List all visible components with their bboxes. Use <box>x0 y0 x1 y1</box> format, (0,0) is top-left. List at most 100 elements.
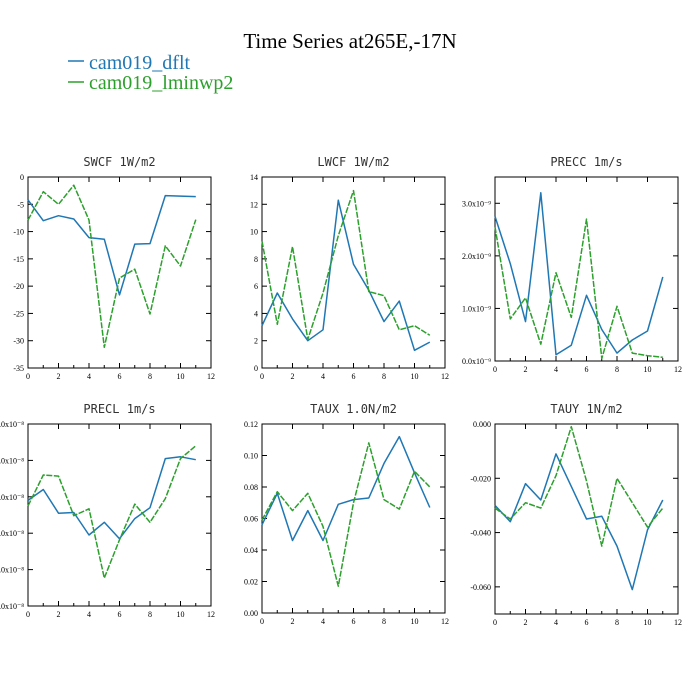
y-tick-label-lwcf: 0 <box>254 364 258 373</box>
x-tick-label-taux: 12 <box>441 617 449 626</box>
y-tick-label-swcf: -30 <box>13 337 24 346</box>
y-tick-label-precc: 3.0x10⁻⁹ <box>462 199 491 208</box>
y-tick-label-lwcf: 2 <box>254 337 258 346</box>
x-tick-label-tauy: 2 <box>524 618 528 627</box>
x-tick-label-precl: 4 <box>87 610 91 619</box>
y-tick-label-taux: 0.04 <box>244 546 258 555</box>
series-line-taux-dflt <box>261 435 431 542</box>
x-tick-label-taux: 10 <box>411 617 419 626</box>
y-tick-label-precl: 3.0x10⁻⁸ <box>0 493 24 502</box>
x-tick-label-tauy: 4 <box>554 618 558 627</box>
panel-title-lwcf: LWCF 1W/m2 <box>317 155 389 169</box>
x-tick-label-precc: 4 <box>554 365 558 374</box>
legend: cam019_dflt cam019_lminwp2 <box>68 52 233 94</box>
x-tick-label-precl: 6 <box>118 610 122 619</box>
x-tick-label-tauy: 12 <box>674 618 682 627</box>
series-line-precc-lminwp2 <box>494 218 663 360</box>
x-tick-label-tauy: 0 <box>493 618 497 627</box>
x-tick-label-precc: 6 <box>585 365 589 374</box>
x-tick-label-precc: 0 <box>493 365 497 374</box>
y-tick-label-swcf: -10 <box>13 228 24 237</box>
legend-label-lminwp2: cam019_lminwp2 <box>89 72 233 94</box>
x-tick-label-swcf: 0 <box>26 372 30 381</box>
x-tick-label-lwcf: 12 <box>441 372 449 381</box>
y-tick-label-lwcf: 4 <box>254 309 258 318</box>
y-tick-label-precl: 1.0x10⁻⁸ <box>0 566 24 575</box>
y-tick-label-swcf: -5 <box>17 200 24 209</box>
series-line-precl-dflt <box>27 456 196 540</box>
x-tick-label-precl: 10 <box>177 610 185 619</box>
y-tick-label-precl: 5.0x10⁻⁸ <box>0 420 24 429</box>
axis-frame-taux <box>261 423 446 614</box>
x-tick-label-taux: 6 <box>352 617 356 626</box>
axis-frame-precl <box>27 423 212 607</box>
panel-swcf: SWCF 1W/m2 0 2 4 6 8 10 12 0 -5 -10 -15 -20 -25 -30 -35 <box>13 155 215 381</box>
panel-taux: TAUX 1.0N/m2 0 2 4 6 8 10 12 0.00 0.02 0.04 0.06 0.0… <box>244 402 449 626</box>
y-tick-label-taux: 0.10 <box>244 452 258 461</box>
series-line-precl-lminwp2 <box>27 445 197 579</box>
panel-title-precl: PRECL 1m/s <box>83 402 155 416</box>
y-tick-label-swcf: -25 <box>13 309 24 318</box>
x-tick-label-precl: 12 <box>207 610 215 619</box>
series-line-swcf-lminwp2 <box>27 184 197 349</box>
x-tick-label-tauy: 6 <box>585 618 589 627</box>
x-tick-label-lwcf: 2 <box>291 372 295 381</box>
series-line-tauy-dflt <box>494 453 664 591</box>
y-tick-label-taux: 0.06 <box>244 515 258 524</box>
x-tick-label-lwcf: 10 <box>411 372 419 381</box>
legend-label-dflt: cam019_dflt <box>89 52 191 74</box>
y-tick-label-swcf: 0 <box>20 173 24 182</box>
x-tick-label-lwcf: 8 <box>382 372 386 381</box>
panels-grid: SWCF 1W/m2 0 2 4 6 8 10 12 0 -5 -10 -15 -20 -25 -30 -35… <box>0 155 682 627</box>
panel-lwcf: LWCF 1W/m2 0 2 4 6 8 10 12 0 2 4 6 8 10 12 14 <box>250 155 449 381</box>
y-tick-label-swcf: -15 <box>13 255 24 264</box>
y-tick-label-lwcf: 8 <box>254 255 258 264</box>
series-line-lwcf-dflt <box>261 199 431 352</box>
y-tick-label-tauy: -0.020 <box>470 474 491 483</box>
y-tick-label-lwcf: 10 <box>250 228 258 237</box>
x-tick-label-taux: 8 <box>382 617 386 626</box>
x-tick-label-swcf: 10 <box>177 372 185 381</box>
figure-title: Time Series at265E,-17N <box>243 29 456 53</box>
x-tick-label-precl: 2 <box>57 610 61 619</box>
x-tick-label-tauy: 8 <box>615 618 619 627</box>
series-line-swcf-dflt <box>27 194 196 296</box>
y-tick-label-precl: 2.0x10⁻⁸ <box>0 529 24 538</box>
x-tick-label-swcf: 6 <box>118 372 122 381</box>
x-tick-label-swcf: 2 <box>57 372 61 381</box>
y-tick-label-precl: 0.0x10⁻⁸ <box>0 602 24 611</box>
series-line-lwcf-lminwp2 <box>261 189 431 341</box>
y-tick-label-lwcf: 6 <box>254 282 258 291</box>
y-tick-label-lwcf: 14 <box>250 173 258 182</box>
axis-frame-swcf <box>27 176 212 369</box>
panel-title-swcf: SWCF 1W/m2 <box>83 155 155 169</box>
y-tick-label-tauy: 0.000 <box>473 420 491 429</box>
y-tick-label-taux: 0.12 <box>244 420 258 429</box>
x-tick-label-tauy: 10 <box>644 618 652 627</box>
y-tick-label-taux: 0.00 <box>244 609 258 618</box>
x-tick-label-swcf: 8 <box>148 372 152 381</box>
panel-title-taux: TAUX 1.0N/m2 <box>310 402 397 416</box>
x-tick-label-taux: 0 <box>260 617 264 626</box>
series-line-precc-dflt <box>494 192 664 356</box>
x-tick-label-lwcf: 0 <box>260 372 264 381</box>
x-tick-label-precc: 12 <box>674 365 682 374</box>
y-tick-label-tauy: -0.040 <box>470 529 491 538</box>
y-tick-label-taux: 0.02 <box>244 578 258 587</box>
panel-precl: PRECL 1m/s 0 2 4 6 8 10 12 0.0x10⁻⁸ 1.0x10⁻⁸ 2.0x1… <box>0 402 215 619</box>
y-tick-label-tauy: -0.060 <box>470 583 491 592</box>
x-tick-label-swcf: 12 <box>207 372 215 381</box>
x-tick-label-lwcf: 6 <box>352 372 356 381</box>
y-tick-label-precc: 1.0x10⁻⁹ <box>462 304 491 313</box>
panel-tauy: TAUY 1N/m2 0 2 4 6 8 10 12 0.000 -0.020 -0.040 -0.0… <box>470 402 682 627</box>
y-tick-label-lwcf: 12 <box>250 200 258 209</box>
x-tick-label-lwcf: 4 <box>321 372 325 381</box>
panel-title-tauy: TAUY 1N/m2 <box>550 402 622 416</box>
panel-title-precc: PRECC 1m/s <box>550 155 622 169</box>
series-line-taux-lminwp2 <box>261 442 431 587</box>
x-tick-label-precc: 2 <box>524 365 528 374</box>
x-tick-label-taux: 2 <box>291 617 295 626</box>
panel-precc: PRECC 1m/s 0 2 4 6 8 10 12 0.0x10⁻⁹ 1.0x10⁻⁹ 2.0x1… <box>462 155 682 374</box>
axis-frame-lwcf <box>261 176 446 369</box>
